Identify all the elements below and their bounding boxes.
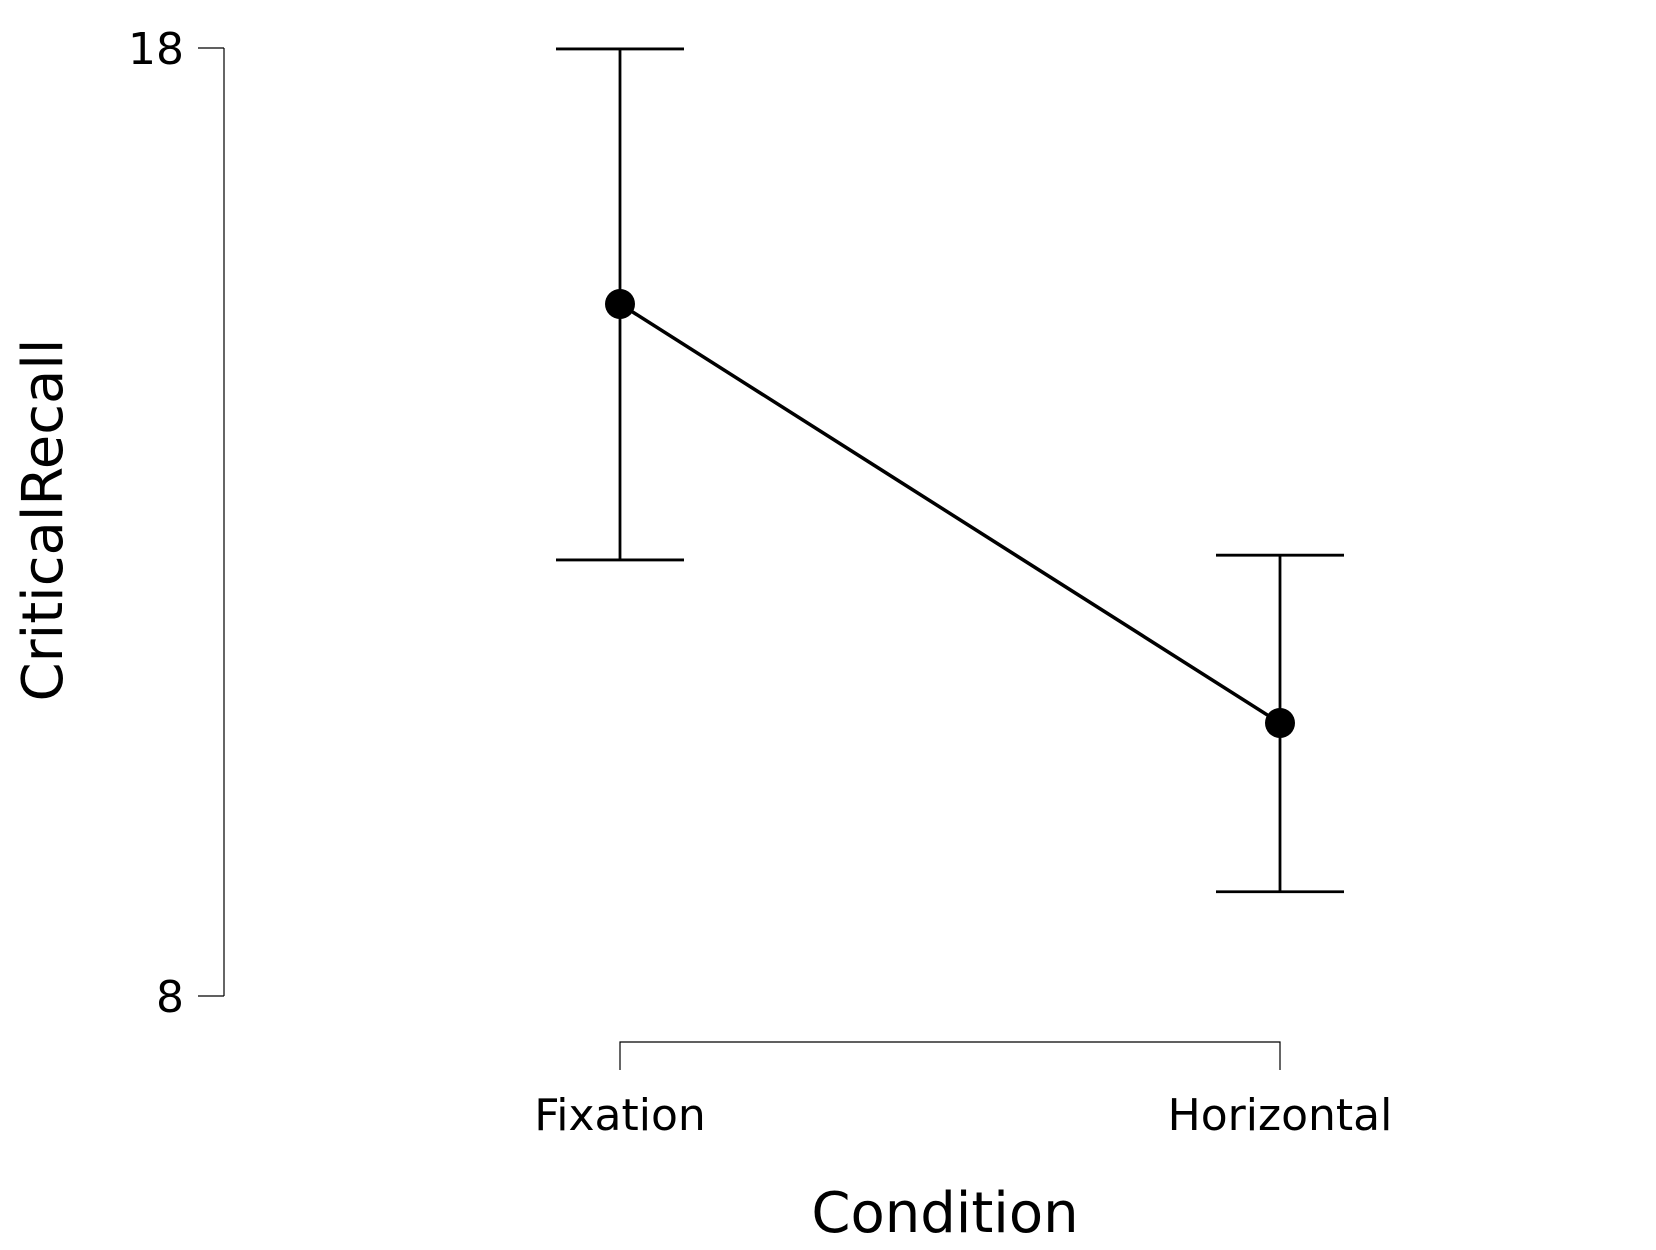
- y-tick-label: 8: [156, 972, 184, 1023]
- series-line: [619, 302, 1281, 725]
- x-axis-title: Condition: [811, 1181, 1078, 1246]
- x-tick-label: Horizontal: [1168, 1090, 1393, 1141]
- x-axis-line: [619, 1041, 1281, 1070]
- y-axis-title: CriticalRecall: [11, 339, 76, 702]
- data-point: [1265, 707, 1295, 738]
- x-tick-label: Fixation: [534, 1090, 706, 1141]
- y-tick-label: 18: [128, 24, 184, 75]
- data-point: [605, 288, 635, 319]
- x-axis: Fixation Horizontal: [534, 1041, 1393, 1141]
- plot-area: [556, 47, 1344, 894]
- y-axis: 8 18: [128, 24, 225, 1023]
